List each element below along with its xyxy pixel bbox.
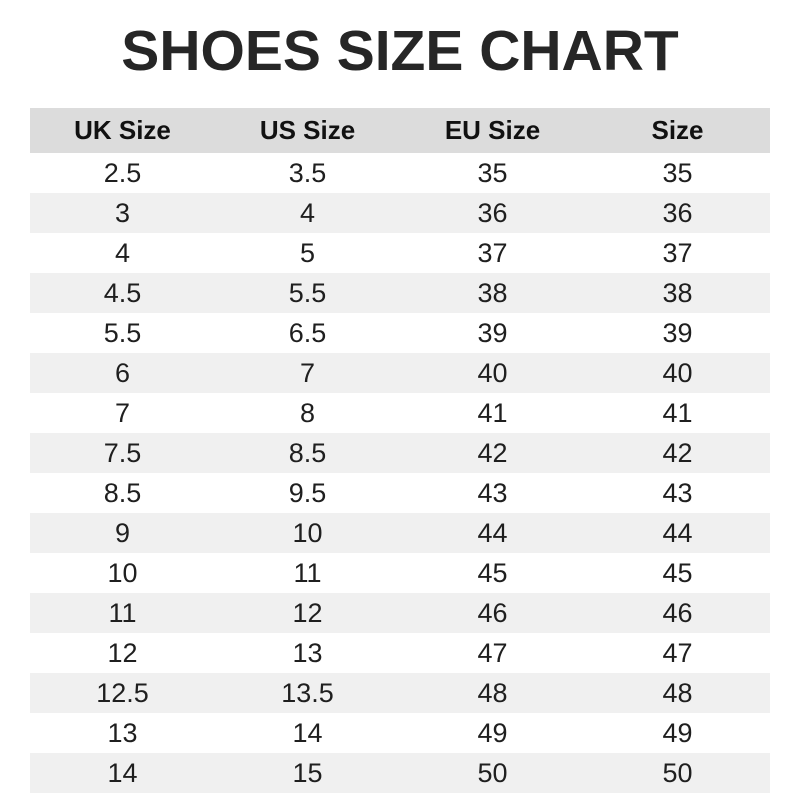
table-cell: 35 xyxy=(477,157,508,188)
table-row: 12 13 47 47 xyxy=(30,633,770,673)
table-row: 9 10 44 44 xyxy=(30,513,770,553)
table-cell: 39 xyxy=(662,317,693,348)
column-header-us-size: US Size xyxy=(215,108,400,153)
table-cell: 3 xyxy=(114,197,131,228)
table-cell: 13.5 xyxy=(281,677,334,708)
table-cell: 46 xyxy=(477,597,508,628)
table-cell: 8 xyxy=(299,397,316,428)
table-cell: 9 xyxy=(114,517,131,548)
table-cell: 48 xyxy=(477,677,508,708)
table-cell: 45 xyxy=(662,557,693,588)
table-cell: 11 xyxy=(293,557,322,588)
table-cell: 36 xyxy=(477,197,508,228)
table-header: UK Size US Size EU Size Size xyxy=(30,108,770,153)
table-cell: 37 xyxy=(662,237,693,268)
table-cell: 41 xyxy=(662,397,693,428)
table-cell: 2.5 xyxy=(103,157,142,188)
table-body: 2.5 3.5 35 35 3 4 36 36 4 5 37 37 4.5 5.5 38 38 5.5 6.5 39… xyxy=(30,153,770,793)
table-cell: 7 xyxy=(114,397,131,428)
table-cell: 13 xyxy=(292,637,323,668)
table-cell: 44 xyxy=(662,517,693,548)
table-cell: 49 xyxy=(662,717,693,748)
table-cell: 6 xyxy=(114,357,131,388)
table-cell: 5.5 xyxy=(288,277,327,308)
table-cell: 47 xyxy=(662,637,693,668)
table-cell: 42 xyxy=(477,437,508,468)
table-row: 4.5 5.5 38 38 xyxy=(30,273,770,313)
table-cell: 10 xyxy=(292,517,323,548)
column-header-eu-size: EU Size xyxy=(400,108,585,153)
table-row: 7.5 8.5 42 42 xyxy=(30,433,770,473)
table-cell: 13 xyxy=(107,717,138,748)
table-cell: 42 xyxy=(662,437,693,468)
table-cell: 8.5 xyxy=(288,437,327,468)
table-cell: 15 xyxy=(292,757,323,788)
table-cell: 12 xyxy=(292,597,323,628)
table-cell: 38 xyxy=(477,277,508,308)
table-cell: 46 xyxy=(662,597,693,628)
table-cell: 45 xyxy=(477,557,508,588)
table-cell: 50 xyxy=(477,757,508,788)
table-row: 8.5 9.5 43 43 xyxy=(30,473,770,513)
table-cell: 7.5 xyxy=(103,437,142,468)
table-cell: 36 xyxy=(662,197,693,228)
table-cell: 43 xyxy=(662,477,693,508)
table-row: 10 11 45 45 xyxy=(30,553,770,593)
table-cell: 39 xyxy=(477,317,508,348)
table-cell: 6.5 xyxy=(288,317,327,348)
column-header-size: Size xyxy=(585,108,770,153)
size-chart-table: UK Size US Size EU Size Size 2.5 3.5 35 35 3… xyxy=(30,108,770,793)
table-cell: 40 xyxy=(662,357,693,388)
table-cell: 9.5 xyxy=(288,477,327,508)
table-row: 5.5 6.5 39 39 xyxy=(30,313,770,353)
table-row: 6 7 40 40 xyxy=(30,353,770,393)
table-cell: 10 xyxy=(107,557,138,588)
table-cell: 14 xyxy=(292,717,323,748)
table-cell: 50 xyxy=(662,757,693,788)
table-cell: 44 xyxy=(477,517,508,548)
table-row: 13 14 49 49 xyxy=(30,713,770,753)
table-cell: 48 xyxy=(662,677,693,708)
table-row: 7 8 41 41 xyxy=(30,393,770,433)
table-row: 14 15 50 50 xyxy=(30,753,770,793)
table-cell: 41 xyxy=(477,397,508,428)
table-cell: 40 xyxy=(477,357,508,388)
table-row: 2.5 3.5 35 35 xyxy=(30,153,770,193)
table-cell: 14 xyxy=(107,757,138,788)
table-header-row: UK Size US Size EU Size Size xyxy=(30,108,770,153)
table-row: 4 5 37 37 xyxy=(30,233,770,273)
table-cell: 12 xyxy=(107,637,138,668)
table-cell: 5.5 xyxy=(103,317,142,348)
table-cell: 5 xyxy=(299,237,316,268)
table-cell: 47 xyxy=(477,637,508,668)
table-cell: 4.5 xyxy=(103,277,142,308)
table-cell: 37 xyxy=(477,237,508,268)
table-cell: 35 xyxy=(662,157,693,188)
table-row: 12.5 13.5 48 48 xyxy=(30,673,770,713)
column-header-uk-size: UK Size xyxy=(30,108,215,153)
table-row: 3 4 36 36 xyxy=(30,193,770,233)
table-cell: 11 xyxy=(108,597,137,628)
table-cell: 4 xyxy=(299,197,316,228)
table-cell: 8.5 xyxy=(103,477,142,508)
table-cell: 12.5 xyxy=(96,677,149,708)
table-cell: 4 xyxy=(114,237,131,268)
table-cell: 3.5 xyxy=(288,157,327,188)
table-row: 11 12 46 46 xyxy=(30,593,770,633)
page-title: SHOES SIZE CHART xyxy=(121,19,679,83)
table-cell: 38 xyxy=(662,277,693,308)
table-cell: 7 xyxy=(299,357,316,388)
table-cell: 49 xyxy=(477,717,508,748)
table-cell: 43 xyxy=(477,477,508,508)
